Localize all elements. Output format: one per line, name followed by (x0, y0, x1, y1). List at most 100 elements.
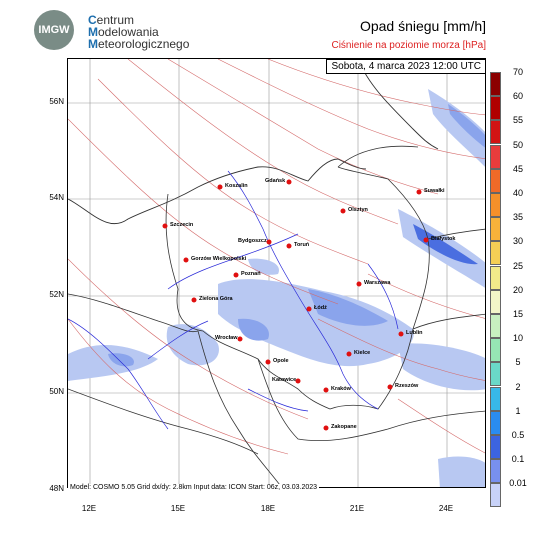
map-canvas (68, 59, 485, 487)
legend-swatch (490, 168, 501, 193)
legend-swatch (490, 265, 501, 290)
org-word: eteorologicznego (98, 37, 190, 51)
legend-swatch (490, 72, 501, 96)
city-dot-koszalin (217, 184, 223, 190)
city-label-opole: Opole (273, 358, 289, 364)
org-initial: M (88, 25, 98, 39)
city-dot-katowice (295, 378, 301, 384)
city-dot-suwalki (416, 189, 422, 195)
legend-swatch (490, 120, 501, 145)
legend-label: 30 (512, 236, 523, 247)
city-dot-opole (265, 359, 271, 365)
city-label-poznan: Poznań (241, 271, 261, 277)
legend-label: 55 (512, 115, 523, 126)
city-dot-bydgoszcz (266, 239, 272, 245)
lon-label-15e: 15E (170, 504, 186, 513)
legend-label: 20 (512, 284, 523, 295)
city-label-torun: Toruń (294, 242, 310, 248)
city-dot-poznan (233, 272, 239, 278)
city-label-krakow: Kraków (331, 386, 351, 392)
city-dot-zakopane (323, 425, 329, 431)
city-label-olsztyn: Olsztyn (348, 207, 368, 213)
city-label-kielce: Kielce (354, 350, 371, 356)
legend-label: 40 (512, 188, 523, 198)
city-label-zakopane: Zakopane (331, 424, 357, 430)
legend-swatch (490, 435, 501, 459)
legend-swatch (490, 459, 501, 484)
legend-label: 1 (515, 405, 521, 416)
org-initial: M (88, 37, 98, 51)
imgw-logo (34, 10, 74, 50)
city-dot-szczecin (162, 223, 168, 229)
city-dot-bialystok (423, 237, 429, 243)
org-name-line2: Modelowania (88, 26, 159, 38)
legend-label: 70 (512, 67, 523, 77)
lon-label-18e: 18E (260, 504, 276, 513)
model-info-footer: Model: COSMO 5.05 Grid dx/dy: 2.8km Inpu… (68, 484, 320, 491)
legend-label: 45 (512, 163, 523, 174)
city-label-lublin: Lublin (406, 330, 423, 336)
city-label-suwalki: Suwałki (424, 188, 445, 194)
city-dot-torun (286, 243, 292, 249)
legend-swatch (490, 483, 501, 508)
lon-label-21e: 21E (349, 504, 365, 513)
legend-swatch (490, 241, 501, 266)
city-dot-gorzow (183, 257, 189, 263)
legend-label: 2 (515, 381, 521, 392)
legend-swatch (490, 362, 501, 387)
baltic-coastline (68, 158, 367, 225)
lat-label-54n: 54N (49, 193, 64, 202)
org-word: odelowania (98, 25, 159, 39)
legend-swatch (490, 96, 501, 121)
lat-label-56n: 56N (49, 97, 64, 106)
legend-label: 10 (512, 333, 523, 344)
northern-coastline (357, 59, 439, 150)
legend-swatch (490, 217, 501, 242)
legend-label: 0.5 (511, 430, 525, 440)
legend-label: 0.01 (509, 478, 527, 489)
legend-swatch (490, 289, 501, 314)
map-subtitle: Ciśnienie na poziomie morza [hPa] (331, 40, 486, 51)
snowfall-areas (68, 89, 485, 487)
city-dot-lublin (398, 331, 404, 337)
forecast-timestamp: Sobota, 4 marca 2023 12:00 UTC (326, 59, 486, 74)
city-dot-rzeszow (387, 384, 393, 390)
legend-swatch (490, 410, 501, 435)
legend-label: 5 (515, 357, 521, 368)
legend-swatch (490, 144, 501, 169)
city-label-gorzow: Gorzów Wielkopolski (191, 256, 247, 262)
org-name-line1: Centrum (88, 14, 134, 26)
lon-label-24e: 24E (438, 504, 454, 513)
city-dot-krakow (323, 387, 329, 393)
rivers (68, 170, 399, 430)
legend-label: 25 (512, 260, 523, 271)
legend-swatch (490, 193, 501, 217)
lat-label-50n: 50N (49, 387, 64, 396)
city-label-bialystok: Białystok (431, 236, 456, 242)
legend-swatch (490, 386, 501, 411)
lat-label-52n: 52N (49, 290, 64, 299)
org-name-line3: Meteorologicznego (88, 38, 189, 50)
legend-swatch (490, 338, 501, 363)
city-label-lodz: Łódź (314, 305, 327, 311)
legend-label: 35 (512, 212, 523, 223)
isobars (68, 59, 485, 455)
forecast-map[interactable]: Koszalin Gdańsk Suwałki Olsztyn Szczecin… (67, 58, 486, 488)
org-word: entrum (96, 13, 135, 27)
city-label-zielona-gora: Zielona Góra (199, 296, 233, 302)
legend-label: 60 (512, 91, 523, 102)
legend-label: 50 (512, 139, 523, 150)
city-label-koszalin: Koszalin (225, 183, 248, 189)
city-label-bydgoszcz: Bydgoszcz (238, 238, 267, 244)
lat-label-48n: 48N (49, 484, 64, 493)
city-dot-zielona-gora (191, 297, 197, 303)
city-label-wroclaw: Wrocław (215, 335, 238, 341)
city-label-warszawa: Warszawa (364, 280, 391, 286)
org-initial: C (88, 13, 97, 27)
map-title: Opad śniegu [mm/h] (359, 18, 486, 34)
lon-label-12e: 12E (81, 504, 97, 513)
city-label-katowice: Katowice (272, 377, 297, 383)
city-label-rzeszow: Rzeszów (395, 383, 419, 389)
city-label-szczecin: Szczecin (170, 222, 194, 228)
city-dot-lodz (306, 306, 312, 312)
